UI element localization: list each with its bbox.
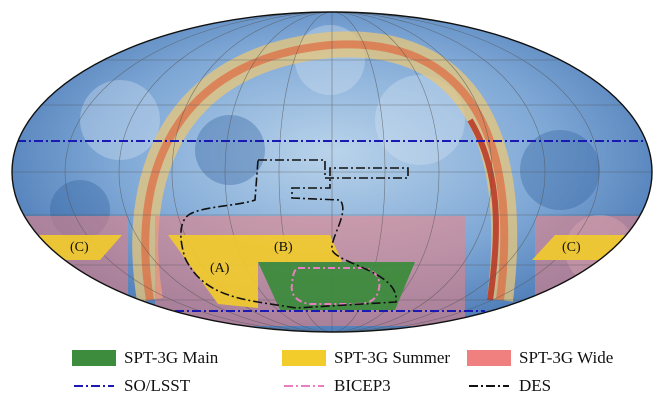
legend-swatch-bicep3 xyxy=(284,385,324,387)
region-label-b: (B) xyxy=(274,240,293,255)
legend-item-bicep3: BICEP3 xyxy=(282,374,391,398)
legend-label-spt3g-summer: SPT-3G Summer xyxy=(334,348,451,367)
legend-swatch-so-lsst xyxy=(74,385,114,387)
region-label-c-left: (C) xyxy=(70,240,89,255)
map-grid xyxy=(12,12,652,332)
sky-map: (A) (B) (C) (C) xyxy=(11,11,653,333)
legend-swatch-spt3g-main xyxy=(72,350,116,366)
legend-label-spt3g-main: SPT-3G Main xyxy=(124,348,219,367)
legend-item-des: DES xyxy=(467,374,551,398)
legend-swatch-des xyxy=(469,385,509,387)
legend-item-spt3g-summer: SPT-3G Summer xyxy=(282,346,450,370)
map-outline xyxy=(11,11,653,333)
legend-item-spt3g-main: SPT-3G Main xyxy=(72,346,218,370)
legend-label-des: DES xyxy=(519,376,552,395)
so-lsst-boundary xyxy=(12,140,652,312)
legend: SPT-3G Main SPT-3G Summer SPT-3G Wide SO… xyxy=(72,340,632,406)
legend-label-spt3g-wide: SPT-3G Wide xyxy=(519,348,614,367)
legend-swatch-spt3g-wide xyxy=(467,350,511,366)
legend-label-bicep3: BICEP3 xyxy=(334,376,391,395)
spt3g-summer-region-ab xyxy=(168,235,342,308)
legend-item-so-lsst: SO/LSST xyxy=(72,374,190,398)
region-label-a: (A) xyxy=(210,261,230,276)
region-label-c-right: (C) xyxy=(562,240,581,255)
spt3g-summer-region-c-left xyxy=(38,235,122,260)
des-boundary xyxy=(180,159,409,309)
legend-item-spt3g-wide: SPT-3G Wide xyxy=(467,346,613,370)
map-background xyxy=(12,12,652,332)
legend-swatch-spt3g-summer xyxy=(282,350,326,366)
legend-label-so-lsst: SO/LSST xyxy=(124,376,191,395)
